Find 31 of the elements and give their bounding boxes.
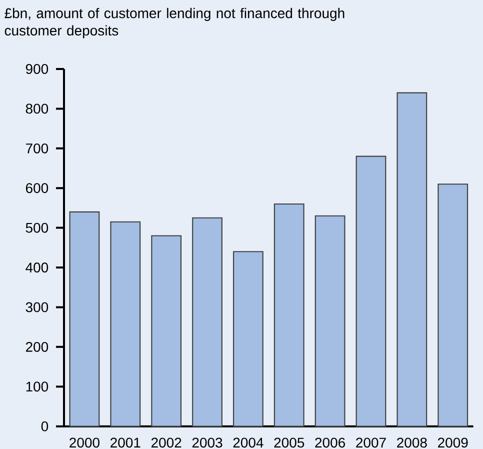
x-tick-label: 2000 [70, 438, 100, 448]
y-tick-label: 800 [26, 104, 48, 114]
bar [314, 215, 346, 427]
x-tick-label: 2007 [356, 438, 386, 448]
bar [396, 92, 428, 427]
y-tick-label: 900 [26, 64, 48, 74]
chart-title: £bn, amount of customer lending not financed through customer deposits [4, 8, 344, 38]
y-tick-label: 700 [26, 143, 48, 154]
x-tick-label: 2004 [233, 438, 264, 448]
x-tick-label: 2005 [274, 438, 304, 448]
y-tick-label: 400 [26, 262, 48, 272]
y-tick-label: 500 [26, 222, 48, 233]
x-tick-label: 2003 [192, 438, 222, 448]
x-tick-label: 2006 [315, 438, 346, 448]
bar [192, 217, 222, 427]
x-tick-label: 2001 [110, 438, 140, 448]
y-tick-label: 200 [26, 342, 48, 352]
y-tick-label: 100 [26, 382, 48, 392]
x-tick-label: 2008 [397, 438, 427, 448]
bar [438, 184, 468, 427]
bar [151, 235, 182, 427]
y-tick-label: 300 [26, 302, 48, 312]
x-tick-label: 2009 [438, 438, 468, 448]
bar [274, 203, 304, 427]
bar [232, 251, 264, 427]
bar [69, 211, 100, 427]
x-tick-label: 2002 [151, 438, 182, 448]
bar [110, 221, 141, 427]
y-tick-label: 0 [41, 421, 48, 432]
y-tick-label: 600 [26, 183, 48, 194]
bar [356, 156, 386, 427]
